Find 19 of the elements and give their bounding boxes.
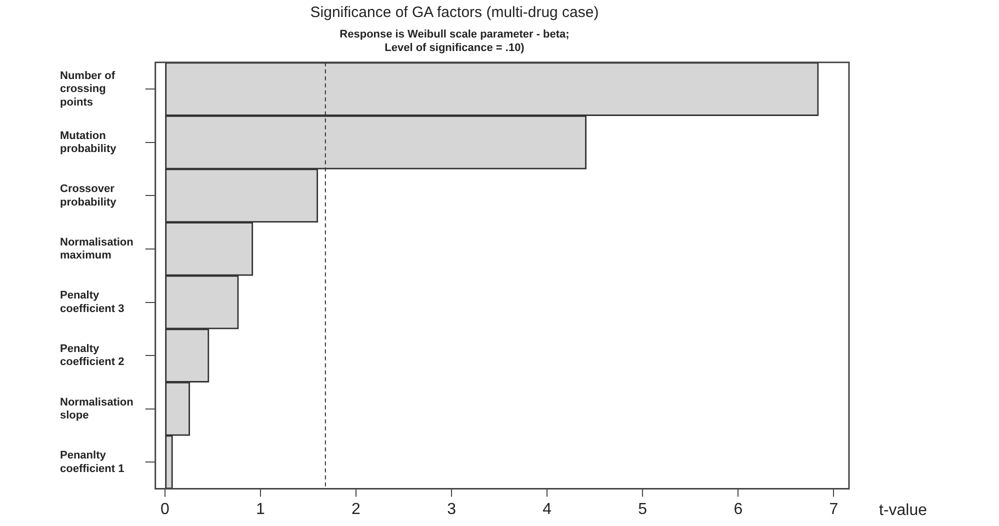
x-tick-label: 5 xyxy=(638,500,648,518)
x-tick-label: 0 xyxy=(160,500,170,518)
y-tick-label: Mutation probability xyxy=(60,130,118,155)
y-tick-label: Normalisation maximum xyxy=(60,236,134,262)
x-axis-title: t-value xyxy=(879,502,928,520)
chart-title: Significance of GA factors (multi-drug case) xyxy=(310,4,599,22)
x-tick-label: 4 xyxy=(542,500,552,518)
x-tick-label: 1 xyxy=(256,500,265,518)
y-tick-label: Number of crossing points xyxy=(60,70,116,108)
y-tick-label: Penalty coefficient 3 xyxy=(60,290,124,315)
chart-subtitle: Response is Weibull scale parameter - beta; Level of significance = .10) xyxy=(340,28,570,54)
x-tick-label: 2 xyxy=(352,500,361,518)
y-tick-label: Penanlty coefficient 1 xyxy=(60,450,124,475)
x-tick-label: 6 xyxy=(734,500,743,518)
x-tick-label: 7 xyxy=(829,500,838,518)
y-tick-label: Penalty coefficient 2 xyxy=(60,342,124,368)
x-tick-label: 3 xyxy=(447,500,456,518)
y-tick-label: Normalisation slope xyxy=(60,396,134,422)
y-tick-label: Crossover probability xyxy=(60,183,118,208)
